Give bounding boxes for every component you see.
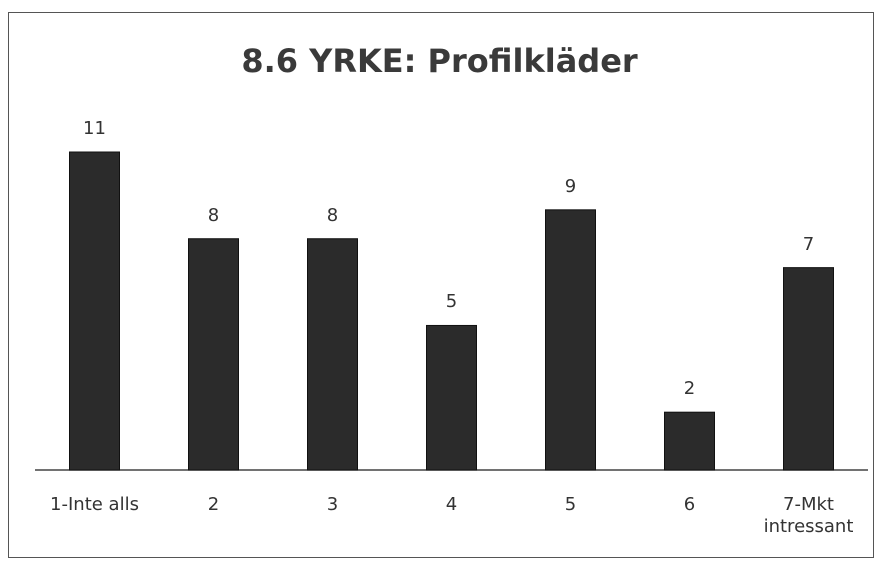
data-label: 2	[683, 378, 696, 400]
bar	[545, 209, 596, 471]
bar	[783, 267, 834, 471]
bar	[69, 151, 120, 471]
bar	[426, 324, 477, 471]
data-label: 9	[564, 175, 577, 197]
x-tick-label: 2	[207, 494, 220, 515]
data-label: 11	[83, 118, 106, 139]
x-tick-label: 7-Mkt intressant	[763, 494, 854, 537]
chart-title: 8.6 YRKE: Profilkläder	[241, 42, 638, 80]
data-label: 8	[207, 204, 220, 226]
frame	[8, 12, 874, 558]
x-tick-label: 1-Inte alls	[50, 494, 139, 515]
bar	[188, 238, 239, 471]
bar	[664, 411, 715, 471]
bar	[307, 238, 358, 471]
x-tick-label: 6	[683, 494, 696, 515]
data-label: 8	[326, 204, 339, 226]
x-tick-label: 5	[564, 494, 577, 515]
data-label: 5	[445, 291, 458, 313]
data-label: 7	[802, 233, 815, 255]
x-tick-label: 3	[326, 494, 339, 515]
x-tick-label: 4	[445, 494, 458, 515]
